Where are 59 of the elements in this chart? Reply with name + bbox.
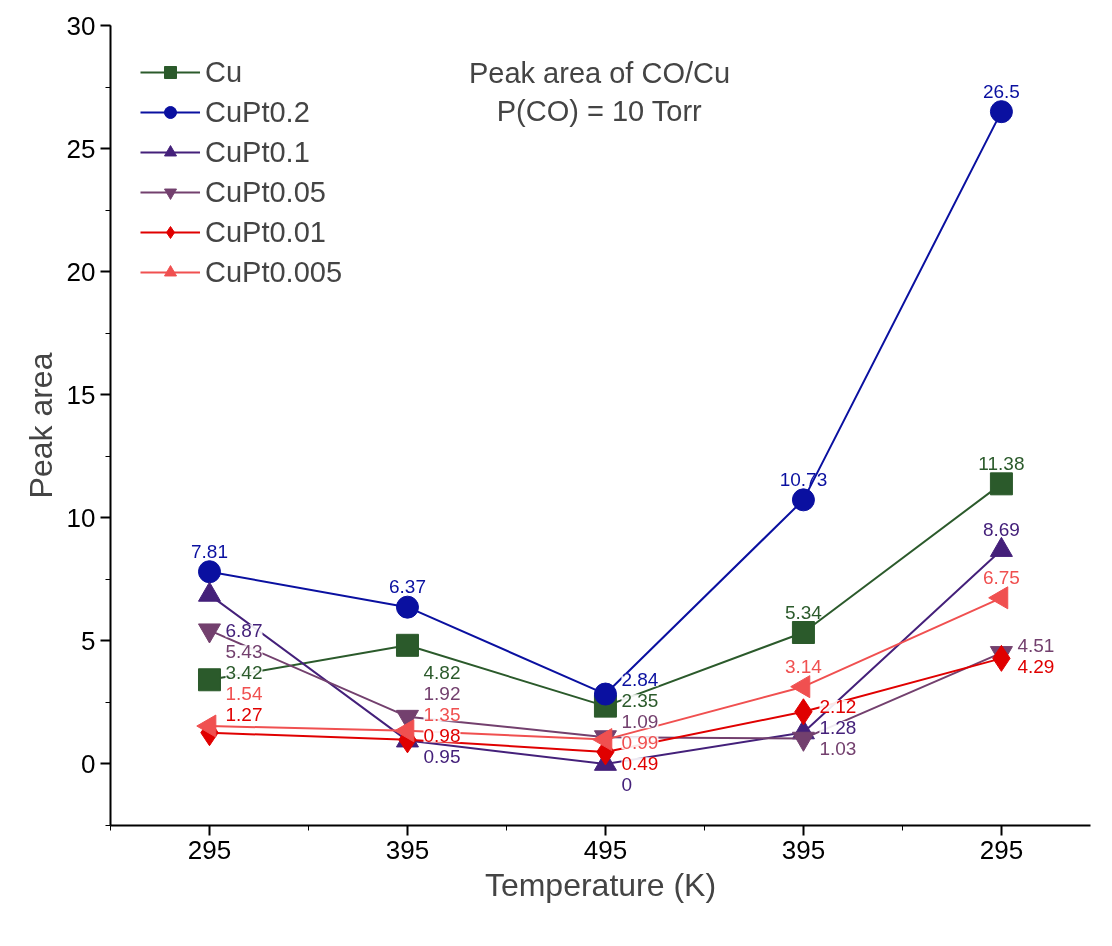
data-label: 1.03 xyxy=(819,738,857,760)
y-tick-label: 0 xyxy=(81,748,96,779)
data-label: 0.99 xyxy=(621,732,659,754)
legend-label: CuPt0.005 xyxy=(205,255,343,289)
data-label: 1.28 xyxy=(819,717,857,739)
y-tick-label: 5 xyxy=(81,625,96,656)
data-label: 0 xyxy=(621,774,633,796)
data-label: 11.38 xyxy=(978,452,1025,474)
data-label: 0.95 xyxy=(423,746,461,768)
data-label: 6.87 xyxy=(225,620,263,642)
data-label: 2.84 xyxy=(621,669,659,691)
data-label: 2.12 xyxy=(819,696,857,718)
point xyxy=(197,668,221,692)
x-tick-label: 395 xyxy=(781,834,826,865)
data-label: 1.35 xyxy=(423,704,461,726)
data-label: 4.51 xyxy=(1017,634,1055,656)
data-label: 0.49 xyxy=(621,753,659,775)
x-tick-label: 395 xyxy=(385,834,430,865)
point xyxy=(791,621,815,645)
data-label: 6.75 xyxy=(982,566,1020,588)
point xyxy=(395,595,419,619)
data-label: 26.5 xyxy=(982,80,1020,102)
legend-label: CuPt0.1 xyxy=(205,135,310,169)
data-label: 3.14 xyxy=(784,655,823,677)
point xyxy=(791,488,815,512)
y-tick-label: 20 xyxy=(66,256,96,287)
data-label: 8.69 xyxy=(982,519,1020,541)
point xyxy=(593,682,617,706)
point xyxy=(197,560,221,584)
y-tick-label: 15 xyxy=(66,379,96,410)
x-tick-label: 295 xyxy=(187,834,232,865)
data-label: 7.81 xyxy=(191,540,228,562)
data-label: 6.37 xyxy=(388,576,426,598)
data-label: 1.27 xyxy=(225,704,263,726)
x-tick-label: 495 xyxy=(583,834,628,865)
data-label: 4.29 xyxy=(1017,655,1055,677)
y-tick-label: 25 xyxy=(66,133,96,164)
data-label: 0.98 xyxy=(423,725,461,747)
data-label: 3.42 xyxy=(225,662,263,684)
legend-label: Cu xyxy=(205,55,243,89)
data-label: 5.34 xyxy=(784,601,823,623)
data-label: 4.82 xyxy=(423,662,461,684)
legend-label: CuPt0.05 xyxy=(205,175,326,209)
data-label: 1.92 xyxy=(423,683,461,705)
data-label: 5.43 xyxy=(225,641,263,663)
point xyxy=(989,472,1013,496)
point xyxy=(395,633,419,657)
legend-label: CuPt0.2 xyxy=(205,95,310,129)
x-axis-title: Temperature (K) xyxy=(484,866,717,903)
legend-label: CuPt0.01 xyxy=(205,215,326,249)
y-axis-title: Peak area xyxy=(22,352,59,499)
data-label: 1.09 xyxy=(621,711,659,733)
x-tick-label: 295 xyxy=(979,834,1024,865)
data-label: 2.35 xyxy=(621,690,659,712)
text: Peak area of CO/Cu P(CO) = 10 Torr xyxy=(468,56,731,127)
y-tick-label: 10 xyxy=(66,502,96,533)
y-tick-label: 30 xyxy=(66,10,96,41)
point xyxy=(989,100,1013,124)
data-label: 1.54 xyxy=(225,683,263,705)
